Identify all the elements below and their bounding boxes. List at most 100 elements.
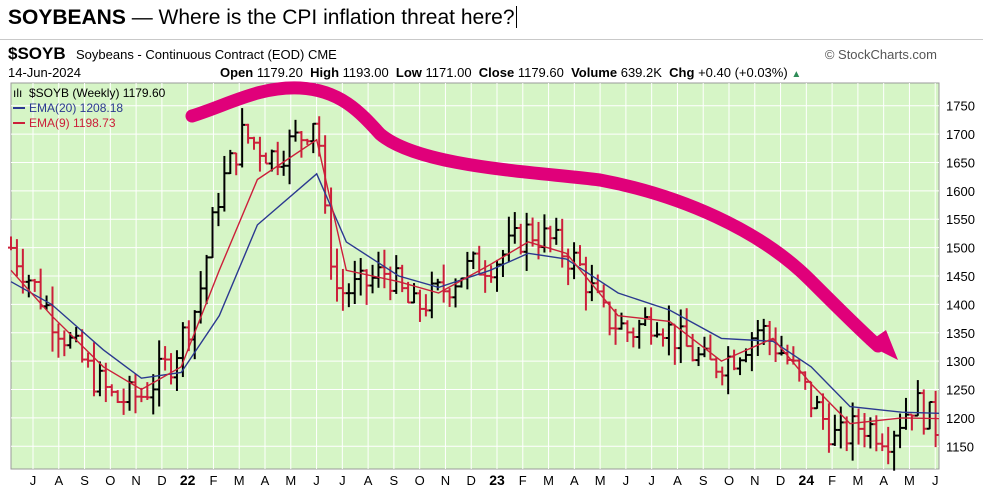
x-tick-label: F — [519, 473, 527, 488]
y-tick-label: 1200 — [946, 411, 975, 426]
ohlc-bar — [867, 417, 874, 449]
text-cursor — [515, 6, 517, 28]
ohlc-bar — [719, 366, 726, 386]
ohlc-bar — [879, 433, 886, 452]
ohlc-bar — [642, 307, 649, 327]
x-tick-label: O — [724, 473, 734, 488]
x-tick-label: M — [904, 473, 915, 488]
ohlc-bar — [197, 271, 204, 324]
ohlc-bar — [173, 350, 180, 391]
ohlc-bar — [239, 108, 246, 168]
x-tick-label: N — [750, 473, 759, 488]
ohlc-bar — [553, 217, 560, 245]
ohlc-bar — [494, 259, 501, 292]
ohlc-bar — [274, 141, 281, 176]
y-tick-label: 1400 — [946, 297, 975, 312]
ohlc-bar — [517, 223, 524, 255]
annotation-arrow — [185, 81, 898, 360]
x-tick-label: D — [157, 473, 166, 488]
ohlc-bar — [624, 320, 631, 342]
x-tick-label: M — [543, 473, 554, 488]
up-triangle-icon: ▲ — [791, 69, 802, 80]
y-tick-label: 1250 — [946, 383, 975, 398]
y-tick-label: 1550 — [946, 212, 975, 227]
x-tick-label: S — [80, 473, 89, 488]
divider — [0, 39, 983, 40]
x-tick-label: J — [648, 473, 655, 488]
ohlc-bar — [292, 119, 299, 142]
x-tick-label: N — [441, 473, 450, 488]
ohlc-bar — [908, 413, 915, 431]
ohlc-bar — [405, 281, 412, 304]
ohlc-bar — [713, 357, 720, 379]
ohlc-bar — [221, 155, 228, 212]
ohlc-bar — [339, 268, 346, 311]
ohlc-bar — [695, 346, 702, 367]
ohlc-bar — [920, 389, 927, 435]
ohlc-bar — [677, 309, 684, 364]
x-tick-label: M — [595, 473, 606, 488]
ohlc-bar — [600, 284, 607, 308]
ohlc-bar — [612, 308, 619, 345]
y-tick-label: 1700 — [946, 127, 975, 142]
ohlc-bar — [233, 152, 240, 176]
x-tick-label: A — [673, 473, 682, 488]
ohlc-bar — [529, 217, 536, 247]
annotation-stroke — [185, 81, 885, 353]
ohlc-bar — [114, 390, 121, 404]
ohlc-bar — [754, 320, 761, 357]
volume-value: 639.2K — [620, 65, 662, 80]
ohlc-bar — [55, 323, 62, 358]
ohlc-bar — [422, 294, 429, 317]
x-tick-label: F — [209, 473, 217, 488]
ohlc-bar — [168, 353, 175, 385]
ohlc-bar — [843, 416, 850, 452]
ohlc-bar — [102, 362, 109, 403]
x-tick-label: S — [699, 473, 708, 488]
ohlc-bar — [31, 278, 38, 292]
legend-label: EMA(9) 1198.73 — [29, 116, 116, 130]
x-tick-label: M — [285, 473, 296, 488]
ohlc-bar — [820, 393, 826, 430]
x-tick-label: F — [828, 473, 836, 488]
ohlc-bar — [831, 414, 838, 446]
ohlc-bar — [369, 264, 376, 294]
volume-label: Volume — [571, 65, 618, 80]
x-tick-label: 22 — [180, 472, 196, 488]
y-tick-label: 1500 — [946, 241, 975, 256]
ohlc-bar — [280, 150, 287, 176]
x-tick-label: O — [105, 473, 115, 488]
ohlc-bar — [446, 288, 453, 307]
x-tick-label: M — [234, 473, 245, 488]
ohlc-bar — [825, 403, 832, 453]
y-tick-label: 1750 — [946, 99, 975, 114]
ohlc-bar — [855, 408, 862, 445]
ohlc-bar — [387, 266, 394, 301]
open-label: Open — [220, 65, 254, 80]
ohlc-bar — [416, 289, 423, 322]
ohlc-bar — [636, 319, 643, 349]
ohlc-bar — [268, 149, 275, 172]
ohlc-bar — [215, 192, 222, 227]
exchange-text: CME — [307, 47, 337, 62]
x-tick-label: J — [932, 473, 939, 488]
chart-symbol: $SOYB — [8, 44, 66, 63]
legend-label: EMA(20) 1208.18 — [29, 101, 123, 115]
ohlc-bar — [683, 308, 690, 348]
x-tick-label: N — [131, 473, 140, 488]
x-tick-label: J — [313, 473, 320, 488]
x-tick-label: D — [467, 473, 476, 488]
ohlc-bar — [926, 401, 933, 430]
ohlc-bar — [582, 256, 589, 311]
description-text: Soybeans - Continuous Contract (EOD) — [76, 47, 305, 62]
y-tick-label: 1600 — [946, 184, 975, 199]
low-label: Low — [395, 65, 422, 80]
ohlc-bar — [179, 322, 186, 378]
ohlc-bar — [707, 334, 714, 361]
x-tick-label: J — [623, 473, 630, 488]
ohlc-bar — [399, 264, 406, 293]
ohlc-bar — [108, 384, 115, 397]
ohlc-bar — [351, 260, 358, 304]
ohlc-bar — [802, 371, 809, 390]
